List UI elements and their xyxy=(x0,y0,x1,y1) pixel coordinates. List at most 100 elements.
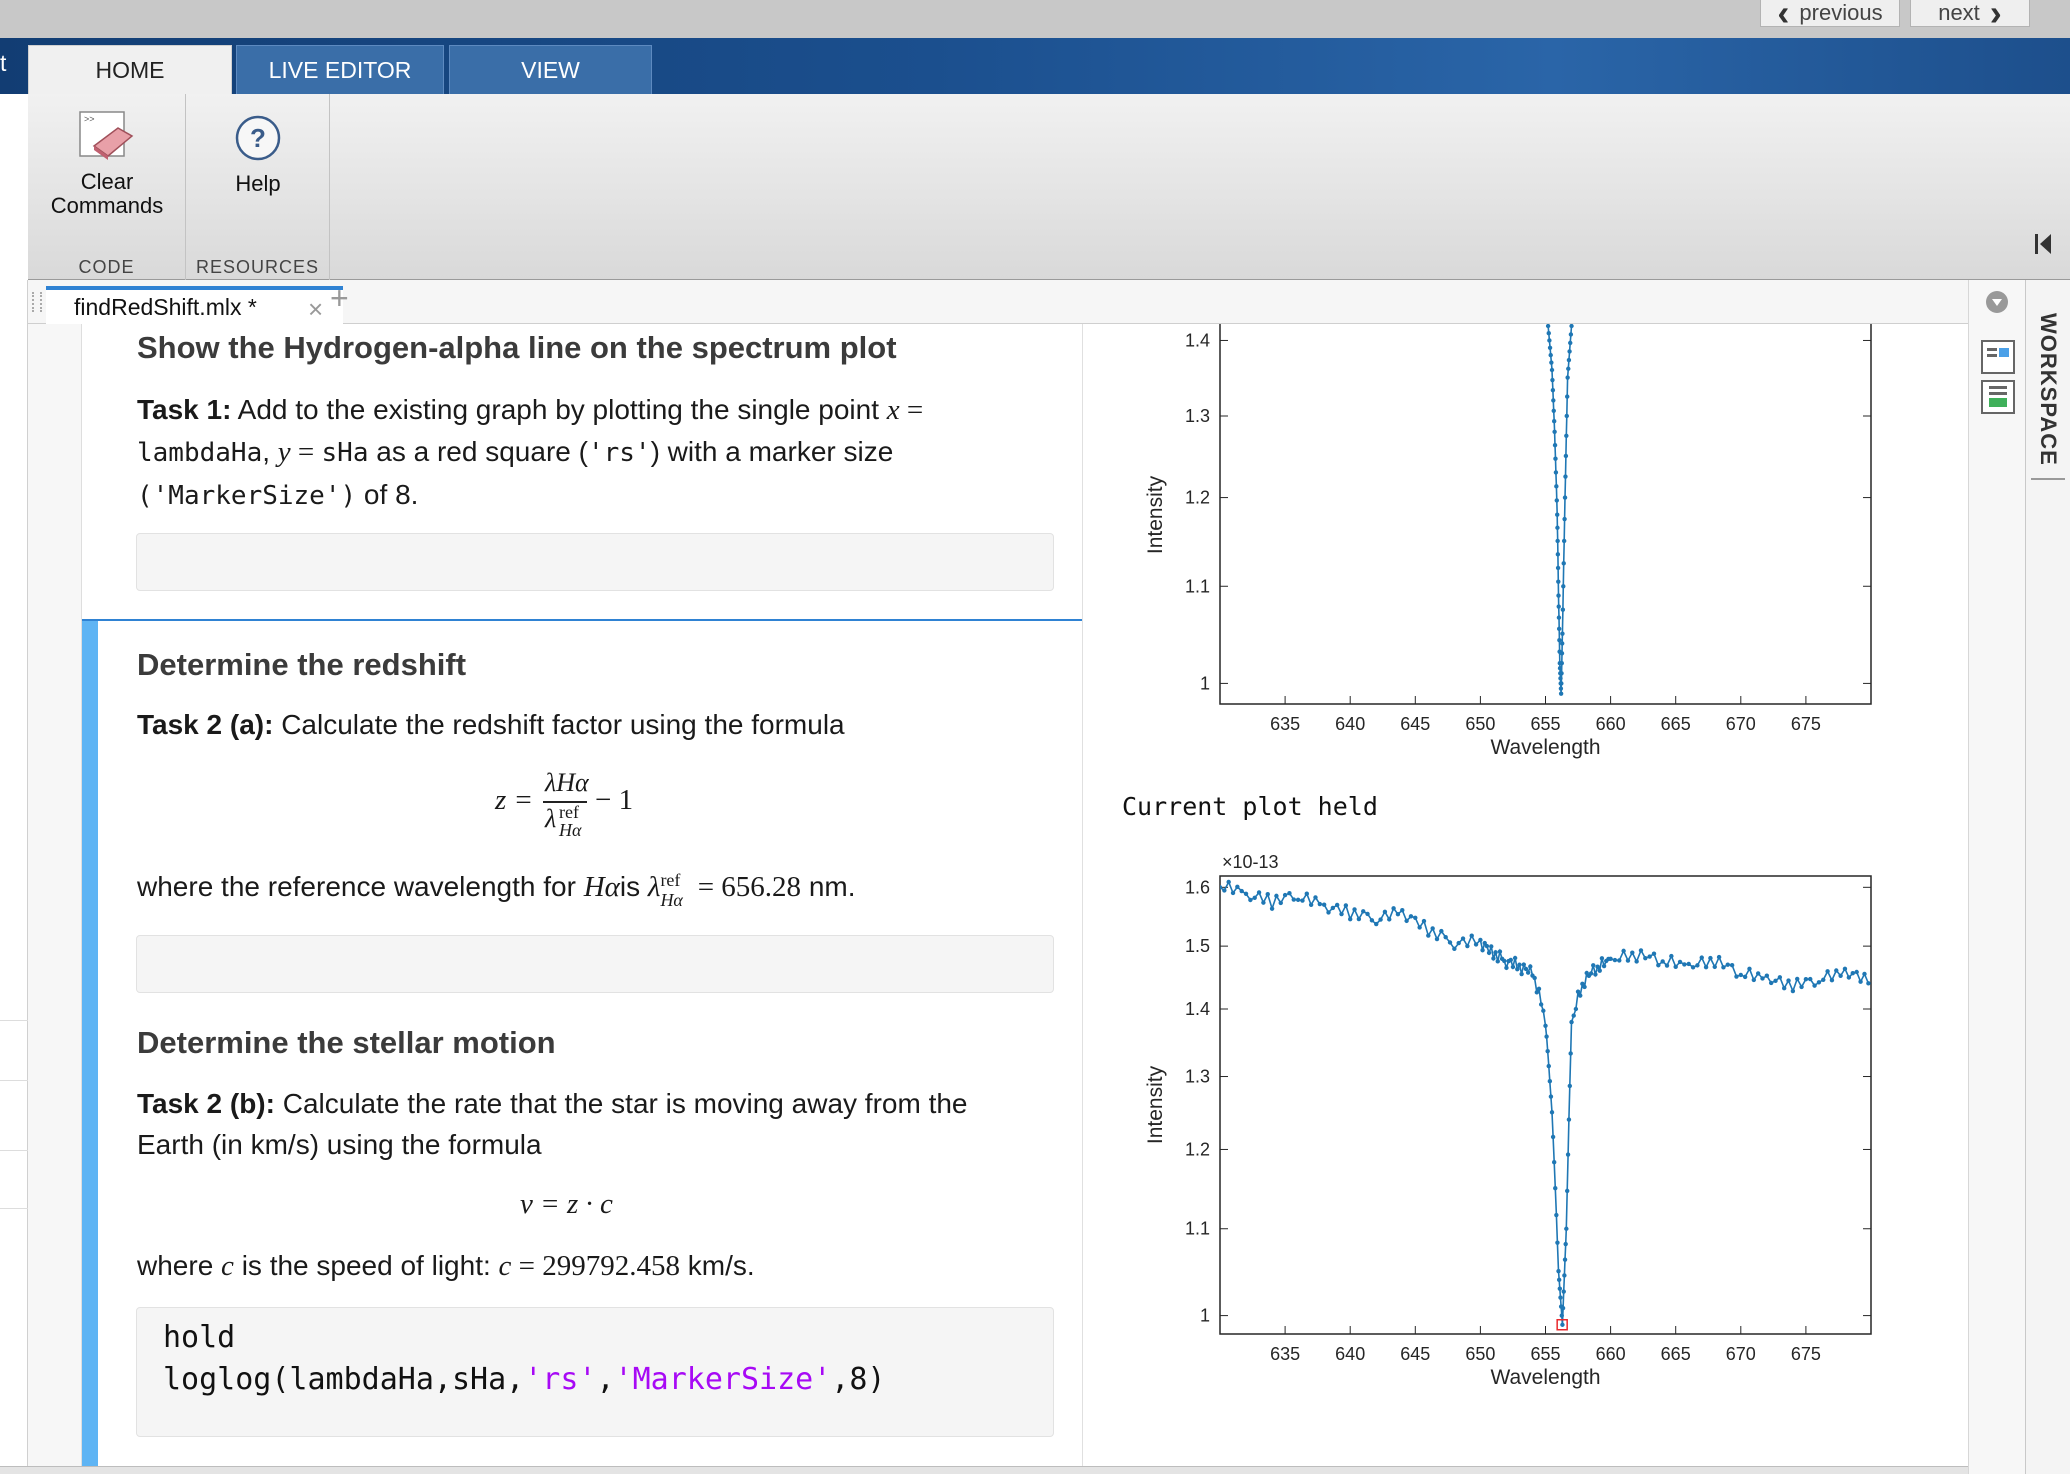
series-point xyxy=(1369,918,1375,923)
close-tab-icon[interactable]: × xyxy=(308,294,324,324)
series-point xyxy=(1555,538,1560,544)
series-point xyxy=(1553,456,1558,461)
series-point xyxy=(1556,1277,1562,1283)
series-point xyxy=(1493,950,1498,955)
heading-halpha: Show the Hydrogen-alpha line on the spec… xyxy=(137,330,897,365)
series-point xyxy=(1517,962,1522,967)
x-axis-label: Wavelength xyxy=(1490,1366,1600,1389)
tab-view[interactable]: VIEW xyxy=(449,45,652,94)
task2b-text-1: Calculate the rate that the star is movi… xyxy=(274,1088,968,1119)
series-point xyxy=(1374,921,1379,927)
y-tick-label: 1.3 xyxy=(1185,1067,1210,1087)
series-point xyxy=(1565,1188,1570,1194)
series-point xyxy=(1591,963,1596,968)
x-tick-label: 670 xyxy=(1726,1344,1756,1364)
y-tick-label: 1.1 xyxy=(1185,576,1210,596)
series-point xyxy=(1738,972,1743,978)
eraser-icon: >> xyxy=(79,111,134,160)
series-point xyxy=(1484,943,1490,949)
series-point xyxy=(1559,671,1564,676)
task2b-text-2: Earth (in km/s) using the formula xyxy=(137,1129,542,1160)
empty-code-block-2[interactable] xyxy=(136,935,1054,993)
series-point xyxy=(1582,984,1587,990)
x-tick-label: 635 xyxy=(1270,1344,1300,1364)
tab-live-editor[interactable]: LIVE EDITOR xyxy=(236,45,444,94)
ref-text: where the reference wavelength for xyxy=(137,871,584,902)
spectrum-plot-2[interactable]: 635 640 645 650 655 660 665 670 675 1 1.1 1.2 1.3 1.4… xyxy=(1100,848,1880,1448)
formula-minus-one: − 1 xyxy=(595,784,634,816)
tab-strip-grip[interactable] xyxy=(32,292,42,312)
series-point xyxy=(1504,965,1509,971)
series-point xyxy=(1816,980,1822,985)
series-point xyxy=(1790,988,1796,994)
code-string-rs: 'rs' xyxy=(524,1362,597,1397)
series-point xyxy=(1557,637,1562,643)
series-point xyxy=(1721,965,1726,970)
math-eq: = xyxy=(899,394,924,426)
series-point xyxy=(1265,891,1270,897)
series-point xyxy=(1408,914,1414,919)
series-point xyxy=(1862,971,1867,977)
outside-divider xyxy=(0,1020,28,1021)
ref-lambda: λ xyxy=(647,871,661,903)
series-point xyxy=(1677,959,1683,965)
spectrum-plot-1[interactable]: 635 640 645 650 655 660 665 670 675 1 1.1 1.2 1.3 1.4… xyxy=(1100,324,1880,764)
series-point xyxy=(1365,911,1370,917)
series-point xyxy=(1555,1240,1560,1245)
formula-den-sup: ref xyxy=(559,802,579,822)
series-point xyxy=(1812,983,1817,988)
output-separator[interactable] xyxy=(1082,324,1083,1474)
code-string-markersize: 'MarkerSize' xyxy=(614,1362,832,1397)
series-point xyxy=(1567,349,1572,354)
series-point xyxy=(1560,631,1565,636)
series-point xyxy=(1593,972,1598,977)
x-tick-label: 670 xyxy=(1726,714,1756,734)
add-tab-button[interactable]: + xyxy=(330,280,349,316)
series-point xyxy=(1395,912,1401,917)
plot-axes-box xyxy=(1219,875,1872,1335)
series-point xyxy=(1334,902,1340,908)
series-point xyxy=(1846,975,1852,980)
series-point xyxy=(1573,1006,1579,1012)
output-right-icon[interactable] xyxy=(1981,380,2015,414)
series-point xyxy=(1561,1289,1566,1294)
series-point xyxy=(1560,1305,1566,1311)
previous-button[interactable]: ‹ previous xyxy=(1760,0,1900,31)
selected-section-bar[interactable] xyxy=(82,620,98,1474)
series-point xyxy=(1546,1063,1551,1069)
task1-text: Add to the existing graph by plotting th… xyxy=(231,394,887,425)
formula-z-lhs: z = xyxy=(495,784,534,816)
group-resources-label: RESOURCES xyxy=(195,257,320,277)
series-point xyxy=(1808,976,1813,982)
collapse-ribbon-icon[interactable] xyxy=(2033,232,2053,256)
series-point xyxy=(1478,937,1483,943)
left-sliver xyxy=(0,94,28,280)
series-point xyxy=(1548,352,1553,358)
empty-code-block-1[interactable] xyxy=(136,533,1054,591)
clear-commands-button[interactable]: >> Clear Commands xyxy=(28,110,186,218)
task1-text-d: of 8. xyxy=(356,479,419,510)
code-block-hold[interactable]: hold loglog(lambdaHa,sHa,'rs','MarkerSiz… xyxy=(136,1307,1054,1437)
series-point xyxy=(1443,934,1448,940)
series-point xyxy=(1545,1048,1550,1054)
workspace-tab[interactable]: WORKSPACE xyxy=(2031,300,2065,480)
next-button[interactable]: next › xyxy=(1910,0,2030,31)
formula-denominator: λ xyxy=(545,804,557,833)
series-point xyxy=(1561,561,1566,566)
series-point xyxy=(1243,891,1249,896)
series-point xyxy=(1326,910,1331,915)
task1-text-b: as a red square ( xyxy=(368,436,588,467)
tab-home[interactable]: HOME xyxy=(28,45,232,94)
series-point xyxy=(1858,979,1863,984)
previous-label: previous xyxy=(1799,0,1883,25)
code-part-b: , xyxy=(596,1362,615,1397)
series-point xyxy=(1556,615,1562,620)
series-point xyxy=(1239,888,1244,894)
series-point xyxy=(1682,962,1687,967)
editor-tab-strip: findRedShift.mlx * × + xyxy=(28,280,1983,324)
series-point xyxy=(1608,956,1613,962)
output-inline-icon[interactable] xyxy=(1981,340,2015,374)
dropdown-circle-icon[interactable] xyxy=(1985,290,2009,314)
file-tab[interactable]: findRedShift.mlx * × xyxy=(46,286,343,324)
help-button[interactable]: ? Help xyxy=(186,114,330,196)
